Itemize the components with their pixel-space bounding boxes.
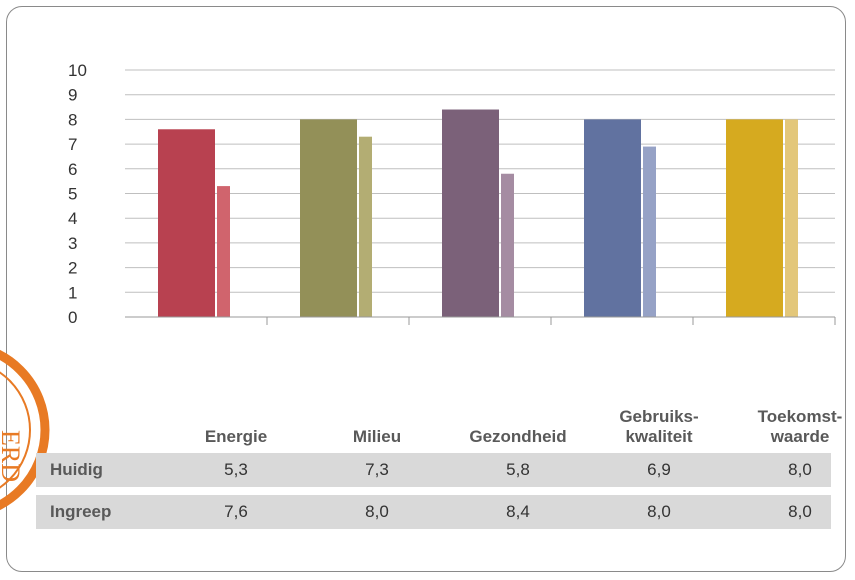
y-tick-label: 10 bbox=[68, 61, 87, 80]
x-category-label: Energie bbox=[171, 427, 301, 447]
y-tick-label: 9 bbox=[68, 86, 77, 105]
bar-ingreep bbox=[300, 119, 357, 318]
y-tick-labels: 0 1 2 3 4 5 6 7 8 9 10 bbox=[68, 61, 87, 327]
bar-huidig bbox=[217, 186, 230, 317]
table-cell: 8,4 bbox=[506, 502, 530, 521]
seal-stamp: ERD bbox=[0, 320, 60, 560]
y-tick-label: 1 bbox=[68, 283, 77, 302]
y-tick-label: 5 bbox=[68, 185, 77, 204]
table-cell: 7,6 bbox=[224, 502, 248, 521]
bar-huidig bbox=[785, 119, 798, 318]
x-category-label-line: Gebruiks- bbox=[619, 407, 699, 426]
table-cell: 5,8 bbox=[506, 460, 530, 479]
bar-huidig bbox=[501, 173, 514, 317]
seal-text: ERD bbox=[0, 430, 25, 482]
y-tick-label: 7 bbox=[68, 135, 77, 154]
y-tick-label: 2 bbox=[68, 259, 77, 278]
y-tick-label: 6 bbox=[68, 160, 77, 179]
x-category-label: Gezondheid bbox=[453, 427, 583, 447]
bar-ingreep bbox=[726, 119, 783, 318]
x-category-label: Gebruiks-kwaliteit bbox=[594, 407, 724, 447]
bar-ingreep bbox=[158, 129, 215, 317]
table-row-ingreep: Ingreep 7,6 8,0 8,4 8,0 8,0 bbox=[36, 495, 831, 529]
row-label: Huidig bbox=[50, 460, 103, 479]
y-tick-label: 3 bbox=[68, 234, 77, 253]
table-row-huidig: Huidig 5,3 7,3 5,8 6,9 8,0 bbox=[36, 453, 831, 487]
x-category-label: Toekomst-waarde bbox=[735, 407, 855, 447]
x-category-label-line: Milieu bbox=[352, 427, 402, 446]
x-category-label-line: Energie bbox=[204, 427, 268, 446]
y-tick-label: 4 bbox=[68, 209, 77, 228]
table-cell: 6,9 bbox=[647, 460, 671, 479]
axes bbox=[125, 316, 836, 325]
bar-huidig bbox=[643, 146, 656, 317]
table-cell: 8,0 bbox=[788, 502, 812, 521]
table-cell: 8,0 bbox=[647, 502, 671, 521]
x-category-label: Milieu bbox=[312, 427, 442, 447]
y-tick-label: 8 bbox=[68, 110, 77, 129]
x-category-label-line: Gezondheid bbox=[469, 427, 567, 446]
bar-ingreep bbox=[442, 109, 499, 318]
table-cell: 8,0 bbox=[788, 460, 812, 479]
x-category-label-line: kwaliteit bbox=[625, 427, 693, 446]
table-cell: 5,3 bbox=[224, 460, 248, 479]
table-cell: 8,0 bbox=[365, 502, 389, 521]
bars bbox=[158, 109, 798, 318]
y-tick-label: 0 bbox=[68, 308, 77, 327]
bar-ingreep bbox=[584, 119, 641, 318]
row-label: Ingreep bbox=[50, 502, 112, 521]
table-cell: 7,3 bbox=[365, 460, 389, 479]
x-category-label-line: Toekomst- bbox=[757, 407, 843, 426]
bar-huidig bbox=[359, 136, 372, 317]
x-category-label-line: waarde bbox=[770, 427, 830, 446]
bar-chart: 0 1 2 3 4 5 6 7 8 9 10 bbox=[68, 61, 836, 327]
